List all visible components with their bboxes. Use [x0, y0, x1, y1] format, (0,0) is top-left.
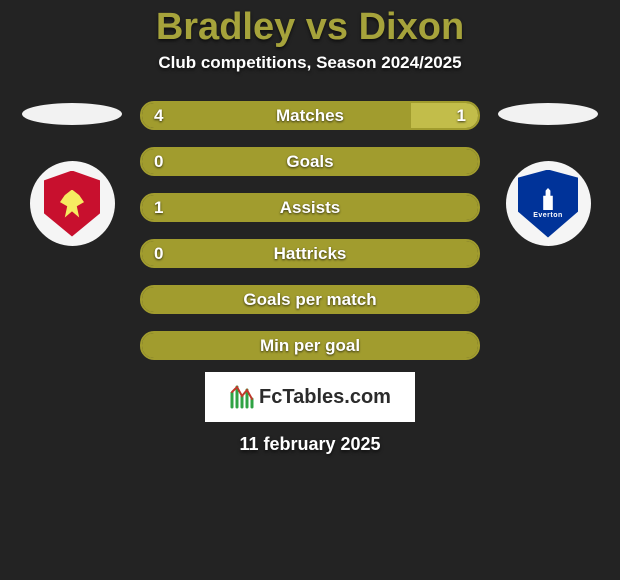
stat-bar-label: Hattricks [142, 241, 478, 266]
stat-bar-right-value: 1 [457, 103, 466, 128]
player-left-column [22, 101, 122, 246]
club-badge-left [30, 161, 115, 246]
subtitle: Club competitions, Season 2024/2025 [0, 53, 620, 73]
stat-bar-left-value: 0 [154, 241, 163, 266]
stat-bar: Hattricks0 [140, 239, 480, 268]
fctables-logo: FcTables.com [205, 372, 415, 422]
stat-bar-label: Goals per match [142, 287, 478, 312]
stat-bar: Min per goal [140, 331, 480, 360]
stat-bar: Matches4 1 [140, 101, 480, 130]
liverbird-icon [60, 190, 84, 218]
stat-bar-left-value: 0 [154, 149, 163, 174]
date-text: 11 february 2025 [0, 434, 620, 455]
stat-bar: Goals0 [140, 147, 480, 176]
stat-bar-label: Min per goal [142, 333, 478, 358]
fctables-logo-text: FcTables.com [259, 386, 391, 409]
comparison-main: Matches41Goals0Assists1Hattricks0Goals p… [0, 73, 620, 360]
stat-bar: Assists1 [140, 193, 480, 222]
stat-bar-label: Assists [142, 195, 478, 220]
stat-bar-label: Goals [142, 149, 478, 174]
everton-text: Everton [533, 212, 563, 219]
stat-bar-left-value: 1 [154, 195, 163, 220]
player-right-column: Everton [498, 101, 598, 246]
comparison-bars: Matches41Goals0Assists1Hattricks0Goals p… [140, 101, 480, 360]
stat-bar-left-value: 4 [154, 103, 163, 128]
club-badge-right: Everton [506, 161, 591, 246]
player-left-silhouette [22, 103, 122, 125]
page-title: Bradley vs Dixon [0, 0, 620, 49]
everton-tower-icon [540, 188, 556, 210]
everton-crest-icon: Everton [518, 170, 578, 238]
fctables-logo-icon [229, 384, 255, 410]
stat-bar-label: Matches [142, 103, 478, 128]
liverpool-crest-icon [44, 171, 100, 237]
stat-bar: Goals per match [140, 285, 480, 314]
player-right-silhouette [498, 103, 598, 125]
